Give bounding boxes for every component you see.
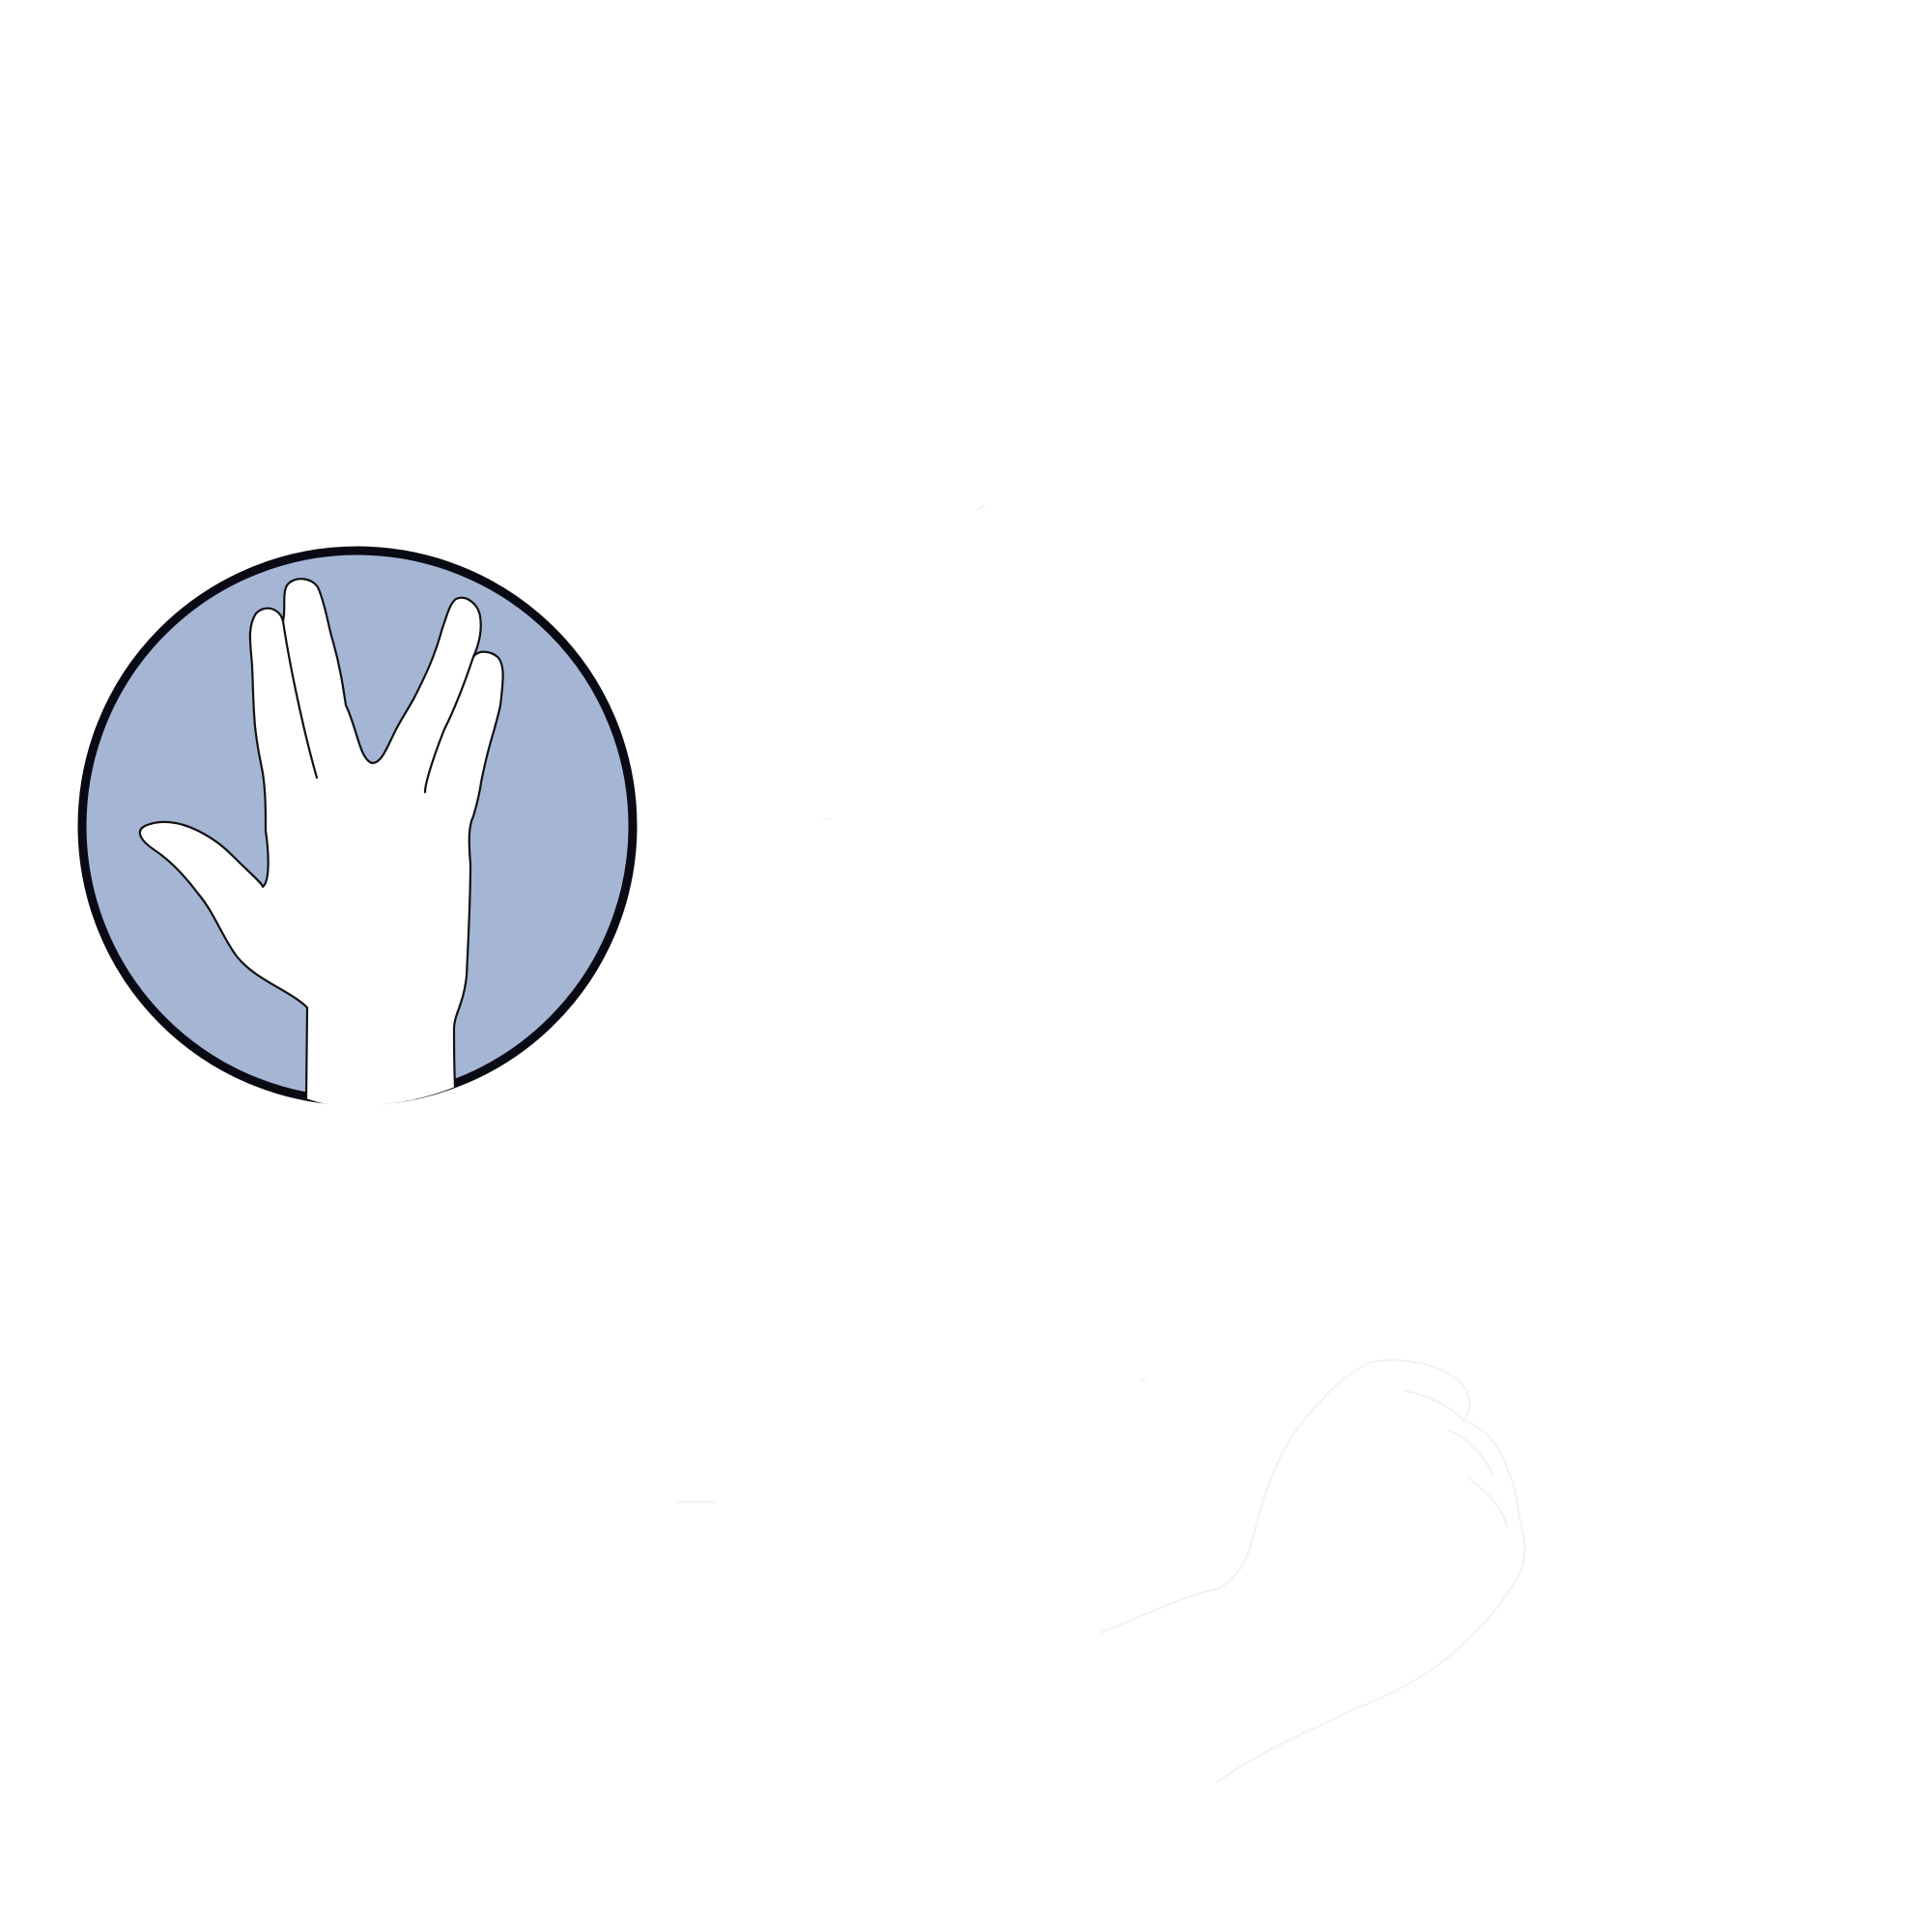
fist-finger-line-3: [1467, 1477, 1508, 1527]
vulcan-salute-hand-icon: [138, 578, 504, 1106]
speck: [1139, 1377, 1147, 1382]
fist-finger-line-2: [1448, 1429, 1493, 1474]
finger-gap-line-left: [281, 619, 319, 780]
fist-hand-icon: [1100, 1359, 1526, 1783]
faint-specks: [676, 503, 1147, 1503]
finger-gap-line-right: [423, 655, 475, 794]
speck: [977, 503, 986, 511]
fist-outline: [1100, 1359, 1526, 1783]
badge: [77, 546, 638, 1106]
hand-outline: [138, 578, 504, 1100]
hand-silhouette: [139, 579, 503, 1106]
fist-finger-line-1: [1405, 1390, 1464, 1421]
